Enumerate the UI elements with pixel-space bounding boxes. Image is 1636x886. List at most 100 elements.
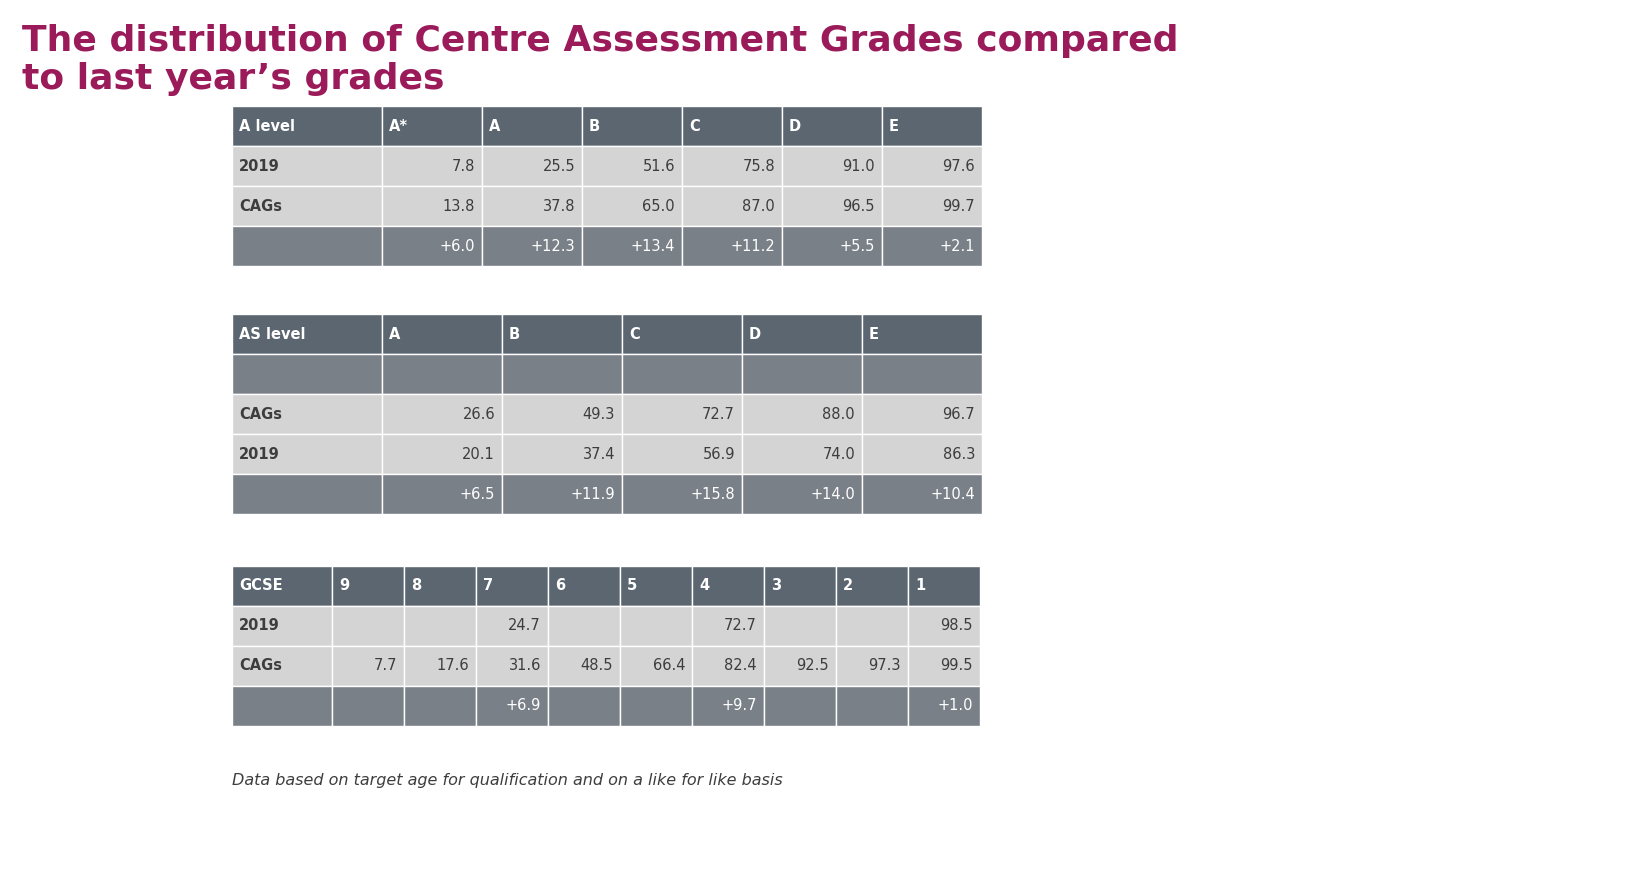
Bar (232, 434, 381, 474)
Text: C: C (689, 119, 700, 134)
Text: +14.0: +14.0 (810, 486, 856, 501)
Text: 96.5: 96.5 (843, 198, 875, 214)
Bar (622, 394, 743, 434)
Bar (502, 314, 622, 354)
Text: GCSE: GCSE (239, 579, 283, 594)
Bar (620, 686, 692, 726)
Bar (764, 686, 836, 726)
Text: 2: 2 (843, 579, 852, 594)
Text: E: E (888, 119, 900, 134)
Bar (332, 606, 404, 646)
Text: AS level: AS level (239, 327, 306, 341)
Text: 88.0: 88.0 (823, 407, 856, 422)
Bar (682, 226, 782, 266)
Bar (908, 686, 980, 726)
Bar (862, 354, 982, 394)
Bar (692, 566, 764, 606)
Bar (548, 566, 620, 606)
Bar (743, 354, 862, 394)
Bar (381, 226, 483, 266)
Text: +11.9: +11.9 (571, 486, 615, 501)
Text: 9: 9 (339, 579, 348, 594)
Text: E: E (869, 327, 879, 341)
Bar (764, 646, 836, 686)
Text: 86.3: 86.3 (942, 447, 975, 462)
Text: 49.3: 49.3 (582, 407, 615, 422)
Bar (381, 394, 502, 434)
Bar (682, 186, 782, 226)
Bar (908, 606, 980, 646)
Bar (682, 106, 782, 146)
Bar (862, 434, 982, 474)
Bar (682, 146, 782, 186)
Text: 51.6: 51.6 (643, 159, 676, 174)
Text: +11.2: +11.2 (730, 238, 775, 253)
Text: Data based on target age for qualification and on a like for like basis: Data based on target age for qualificati… (232, 773, 782, 788)
Bar (862, 474, 982, 514)
Text: The distribution of Centre Assessment Grades compared: The distribution of Centre Assessment Gr… (21, 24, 1178, 58)
Bar (404, 686, 476, 726)
Bar (483, 106, 582, 146)
Bar (548, 686, 620, 726)
Bar (502, 354, 622, 394)
Text: 74.0: 74.0 (823, 447, 856, 462)
Text: 25.5: 25.5 (543, 159, 574, 174)
Text: 37.8: 37.8 (543, 198, 574, 214)
Bar (836, 566, 908, 606)
Bar (764, 566, 836, 606)
Bar (476, 606, 548, 646)
Bar (782, 186, 882, 226)
Bar (622, 474, 743, 514)
Text: 37.4: 37.4 (582, 447, 615, 462)
Text: 26.6: 26.6 (463, 407, 496, 422)
Text: +9.7: +9.7 (721, 698, 757, 713)
Bar (620, 566, 692, 606)
Text: 7.8: 7.8 (452, 159, 474, 174)
Text: 91.0: 91.0 (843, 159, 875, 174)
Bar (582, 106, 682, 146)
Bar (836, 646, 908, 686)
Bar (622, 434, 743, 474)
Text: +12.3: +12.3 (530, 238, 574, 253)
Text: B: B (589, 119, 600, 134)
Bar (332, 686, 404, 726)
Bar (620, 646, 692, 686)
Text: C: C (628, 327, 640, 341)
Bar (882, 106, 982, 146)
Bar (764, 606, 836, 646)
Bar (582, 226, 682, 266)
Bar (743, 314, 862, 354)
Text: 72.7: 72.7 (725, 618, 757, 633)
Text: 72.7: 72.7 (702, 407, 735, 422)
Text: 98.5: 98.5 (941, 618, 973, 633)
Text: +13.4: +13.4 (630, 238, 676, 253)
Bar (743, 434, 862, 474)
Bar (232, 566, 332, 606)
Text: 2019: 2019 (239, 159, 280, 174)
Text: 2019: 2019 (239, 447, 280, 462)
Text: 65.0: 65.0 (643, 198, 676, 214)
Text: +6.9: +6.9 (506, 698, 542, 713)
Bar (882, 146, 982, 186)
Text: 2019: 2019 (239, 618, 280, 633)
Bar (381, 354, 502, 394)
Text: 24.7: 24.7 (509, 618, 542, 633)
Text: 82.4: 82.4 (725, 658, 757, 673)
Bar (582, 186, 682, 226)
Text: D: D (749, 327, 761, 341)
Bar (502, 394, 622, 434)
Bar (582, 146, 682, 186)
Bar (622, 354, 743, 394)
Bar (332, 566, 404, 606)
Bar (862, 394, 982, 434)
Bar (782, 226, 882, 266)
Text: +1.0: +1.0 (937, 698, 973, 713)
Text: 96.7: 96.7 (942, 407, 975, 422)
Bar (782, 106, 882, 146)
Text: 31.6: 31.6 (509, 658, 542, 673)
Text: 48.5: 48.5 (581, 658, 614, 673)
Bar (836, 606, 908, 646)
Bar (908, 566, 980, 606)
Text: 97.6: 97.6 (942, 159, 975, 174)
Bar (548, 606, 620, 646)
